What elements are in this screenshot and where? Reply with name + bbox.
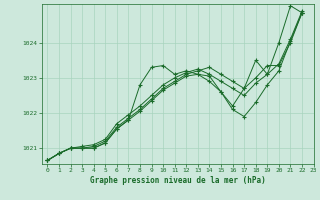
X-axis label: Graphe pression niveau de la mer (hPa): Graphe pression niveau de la mer (hPa) xyxy=(90,176,266,185)
